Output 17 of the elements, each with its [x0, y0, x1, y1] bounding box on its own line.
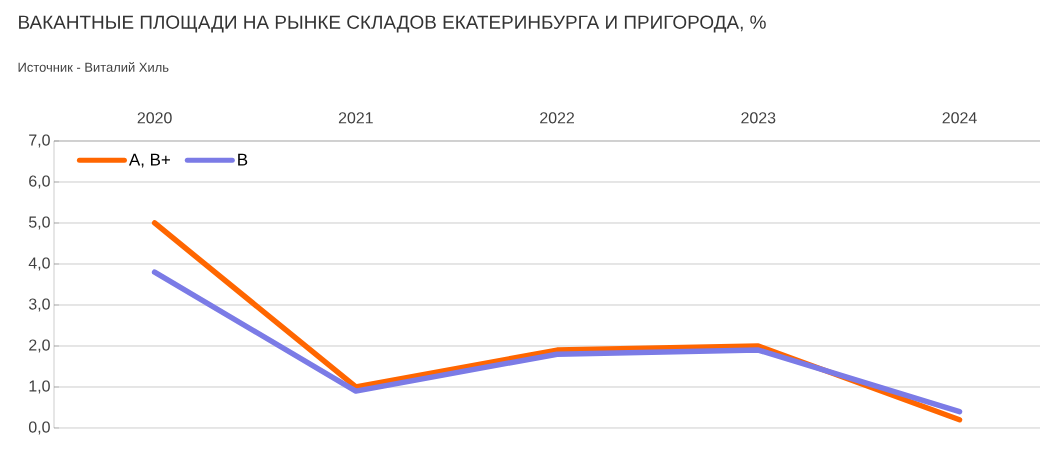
text: Источник - Виталий Хиль — [18, 62, 169, 72]
chart-title: ВАКАНТНЫЕ ПЛОЩАДИ НА РЫНКЕ СКЛАДОВ ЕКАТЕРИНБУРГА И ПРИГОРОДА, % — [19, 15, 766, 33]
y-tick-label: 6,0 — [29, 175, 50, 189]
x-tick-label: 2020 — [137, 112, 172, 124]
y-tick-label: 7,0 — [29, 134, 50, 148]
y-tick-label: 2,0 — [29, 339, 50, 353]
x-tick-label: 2024 — [942, 112, 977, 124]
y-tick-label: 4,0 — [28, 257, 50, 271]
y-tick-label: 1,0 — [29, 380, 50, 394]
y-tick-label: 0,0 — [28, 421, 50, 435]
x-tick-label: 2021 — [338, 112, 373, 124]
legend-label: A, B+ — [128, 153, 170, 168]
y-tick-label: 3,0 — [28, 298, 50, 312]
legend-label: B — [238, 153, 248, 166]
x-tick-label: 2022 — [540, 112, 574, 124]
y-tick-label: 5,0 — [28, 216, 50, 230]
x-tick-label: 2023 — [741, 112, 776, 124]
